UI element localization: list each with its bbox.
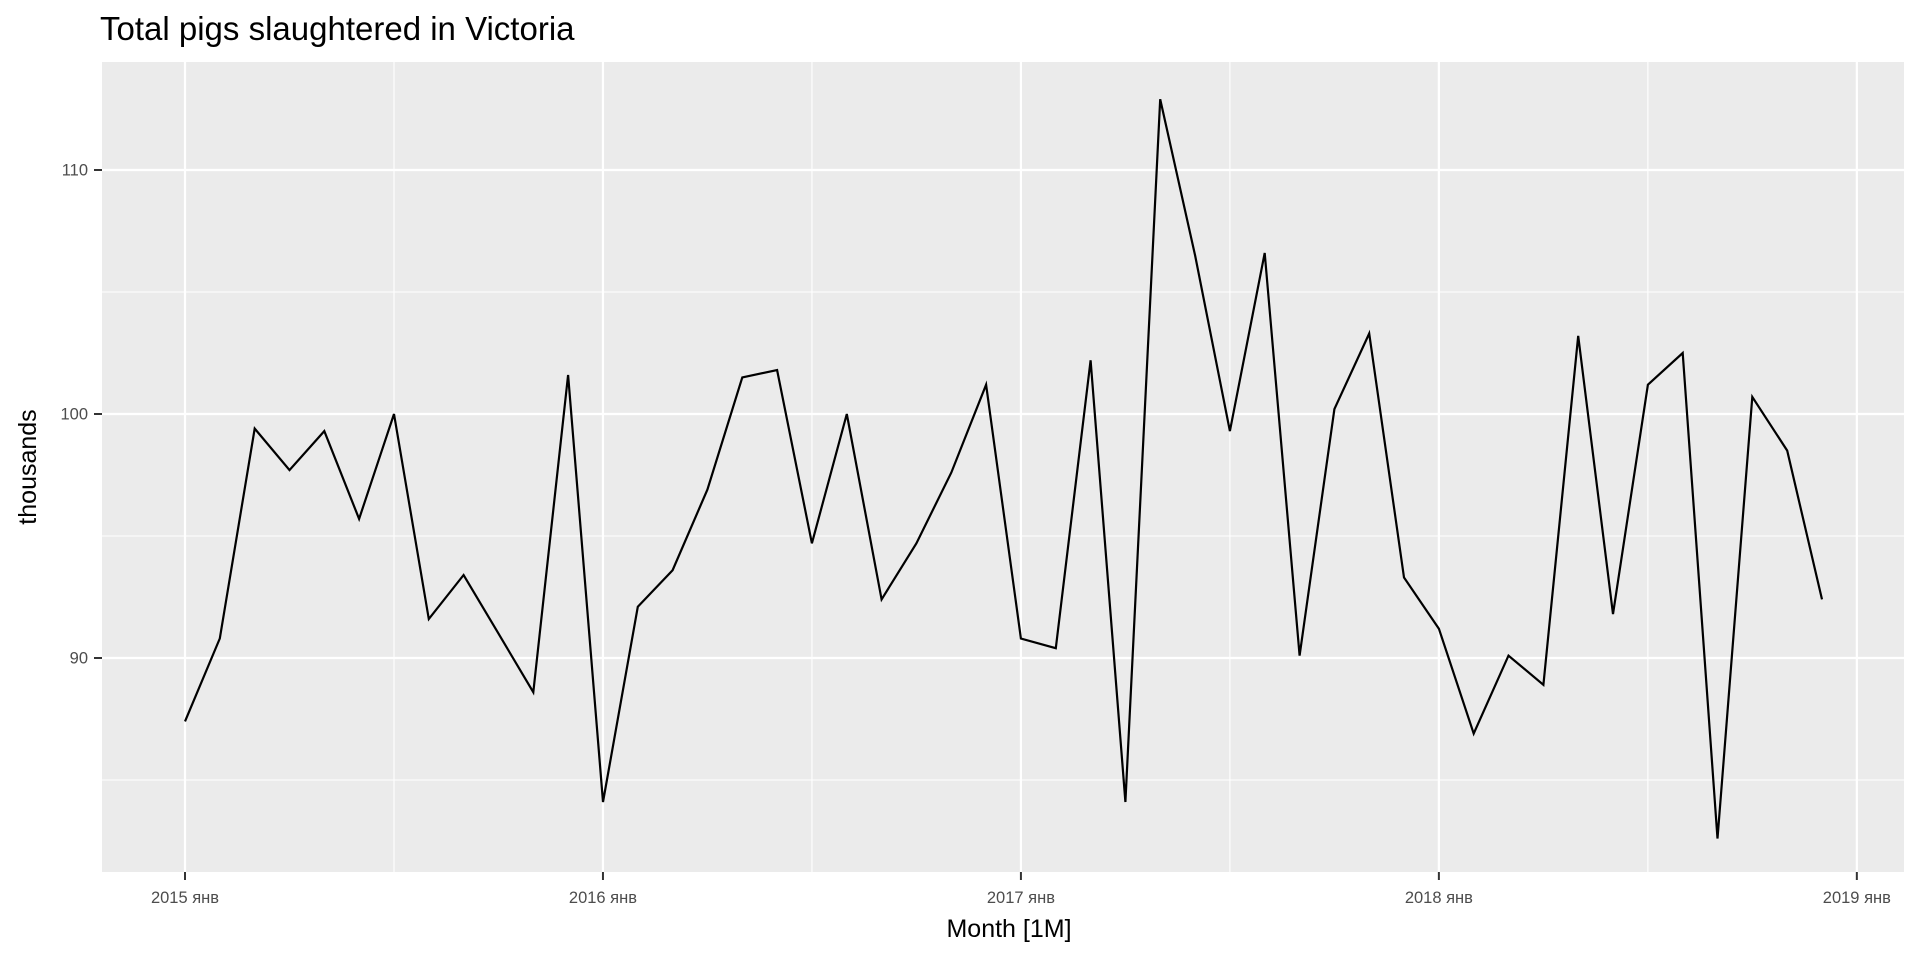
y-tick-label: 100 bbox=[60, 406, 88, 424]
series-line bbox=[183, 98, 1824, 839]
x-tick-label: 2018 янв bbox=[1405, 889, 1473, 907]
plot-panel bbox=[102, 62, 1904, 872]
y-tick-label: 90 bbox=[70, 650, 88, 668]
panel-background bbox=[102, 62, 1904, 872]
series-layer bbox=[183, 98, 1824, 839]
x-tick-label: 2015 янв bbox=[151, 889, 219, 907]
x-tick-label: 2019 янв bbox=[1823, 889, 1891, 907]
tick-layer: 2015 янв 2016 янв 2017 янв 2018 янв 2019 янв… bbox=[60, 162, 1891, 907]
chart-title: Total pigs slaughtered in Victoria bbox=[100, 10, 575, 47]
x-tick-label: 2017 янв bbox=[987, 889, 1055, 907]
y-axis-title: thousands bbox=[14, 409, 42, 524]
y-tick-label: 110 bbox=[62, 162, 88, 180]
x-tick-label: 2016 янв bbox=[569, 889, 637, 907]
grid-layer bbox=[102, 62, 1904, 872]
x-axis-title: Month [1M] bbox=[946, 915, 1071, 943]
